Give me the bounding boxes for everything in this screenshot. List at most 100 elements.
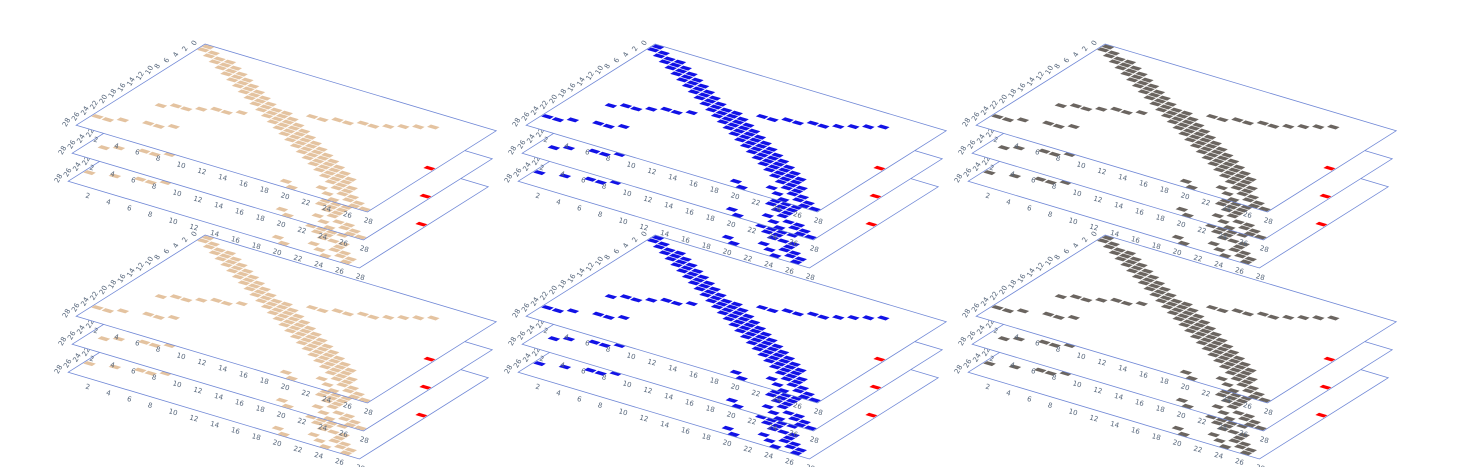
matrix-cell: [1194, 331, 1207, 337]
matrix-cell: [235, 262, 248, 268]
matrix-cell: [332, 410, 345, 416]
x-tick-label: 14: [1113, 201, 1124, 211]
matrix-cell: [338, 441, 352, 447]
marker-cell: [865, 412, 878, 418]
matrix-cell: [760, 229, 774, 235]
matrix-cell: [766, 426, 780, 432]
matrix-cell: [1110, 297, 1123, 303]
x-tick-label: 8: [147, 210, 153, 219]
matrix-cell: [793, 422, 807, 428]
matrix-cell: [144, 179, 157, 185]
matrix-cell: [342, 388, 355, 394]
matrix-cell: [720, 298, 733, 304]
matrix-cell: [714, 101, 727, 107]
y-tick-label: 26: [66, 329, 78, 341]
matrix-cell: [1129, 65, 1142, 71]
matrix-cell: [745, 340, 759, 346]
matrix-cell: [763, 247, 776, 253]
matrix-cell: [767, 164, 781, 170]
matrix-cell: [335, 182, 348, 188]
matrix-cell: [698, 283, 711, 289]
matrix-cell: [303, 134, 317, 140]
x-tick-label: 2: [84, 192, 90, 201]
matrix-cell: [767, 219, 780, 225]
matrix-cell: [745, 149, 759, 155]
matrix-cell: [235, 301, 248, 307]
matrix-cell: [773, 225, 786, 231]
matrix-cell: [1236, 191, 1249, 197]
matrix-cell: [1226, 213, 1239, 219]
matrix-cell: [116, 308, 130, 314]
matrix-cell: [692, 86, 705, 92]
matrix-cell: [1223, 170, 1236, 176]
matrix-cell: [318, 173, 332, 179]
x-tick-label: 2: [988, 355, 994, 364]
matrix-cell: [321, 382, 334, 388]
matrix-cell: [317, 219, 330, 225]
matrix-cell: [1244, 447, 1257, 453]
y-tick-label: 8: [153, 62, 162, 70]
matrix-cell: [1038, 339, 1051, 345]
y-tick-label: 2: [631, 236, 640, 244]
x-tick-label: 2: [992, 136, 998, 145]
matrix-cell: [1209, 331, 1222, 337]
y-tick-label: 24: [75, 132, 87, 144]
matrix-cell: [734, 137, 747, 143]
matrix-cell: [562, 336, 576, 342]
matrix-cell: [275, 397, 289, 403]
matrix-cell: [1175, 206, 1189, 212]
matrix-cell: [759, 331, 772, 337]
x-tick-label: 24: [1217, 423, 1228, 433]
y-tick-label: 24: [971, 160, 983, 172]
matrix-cell: [777, 429, 790, 435]
matrix-cell: [313, 358, 326, 364]
matrix-cell: [773, 416, 786, 422]
matrix-cell: [281, 403, 294, 409]
matrix-cell: [1038, 148, 1051, 154]
matrix-cell: [1054, 103, 1068, 109]
matrix-cell: [1141, 268, 1154, 274]
matrix-cell: [769, 444, 782, 450]
x-tick-label: 18: [255, 213, 266, 223]
matrix-cell: [789, 179, 803, 185]
matrix-cell: [1095, 297, 1108, 303]
layer-1: 0246810121416182022242628246810121416182…: [61, 230, 498, 417]
x-tick-label: 14: [1117, 173, 1128, 183]
matrix-cell: [705, 107, 718, 113]
matrix-cell: [794, 256, 807, 262]
matrix-cell: [331, 401, 344, 407]
matrix-cell: [790, 204, 803, 210]
matrix-cell: [1221, 382, 1234, 388]
matrix-cell: [783, 364, 797, 370]
x-tick-label: 26: [1238, 429, 1249, 439]
matrix-cell: [772, 161, 785, 167]
matrix-cell: [1236, 423, 1249, 429]
x-tick-label: 12: [646, 358, 657, 368]
y-tick-label: 16: [116, 272, 128, 284]
matrix-cell: [259, 104, 273, 110]
matrix-cell: [230, 74, 244, 80]
matrix-cell: [722, 125, 735, 131]
matrix-cell: [325, 229, 339, 235]
x-tick-label: 18: [1155, 213, 1166, 223]
matrix-cell: [195, 297, 208, 303]
matrix-cell: [324, 179, 338, 185]
matrix-cell: [336, 191, 349, 197]
x-tick-label: 26: [342, 210, 353, 220]
matrix-cell: [1182, 128, 1196, 134]
matrix-cell: [551, 117, 565, 123]
x-tick-label: 4: [109, 170, 116, 179]
matrix-cell: [1192, 122, 1205, 128]
matrix-cell: [1221, 423, 1234, 429]
x-tick-label: 10: [176, 160, 187, 170]
matrix-cell: [1220, 207, 1234, 213]
matrix-cell: [647, 238, 660, 244]
x-tick-label: 12: [642, 386, 653, 396]
matrix-cell: [767, 355, 781, 361]
matrix-cell: [1177, 122, 1190, 128]
matrix-cell: [1267, 123, 1280, 129]
matrix-cell: [311, 213, 324, 219]
matrix-cell: [229, 256, 242, 262]
matrix-cell: [1184, 328, 1197, 334]
matrix-cell: [236, 80, 249, 86]
